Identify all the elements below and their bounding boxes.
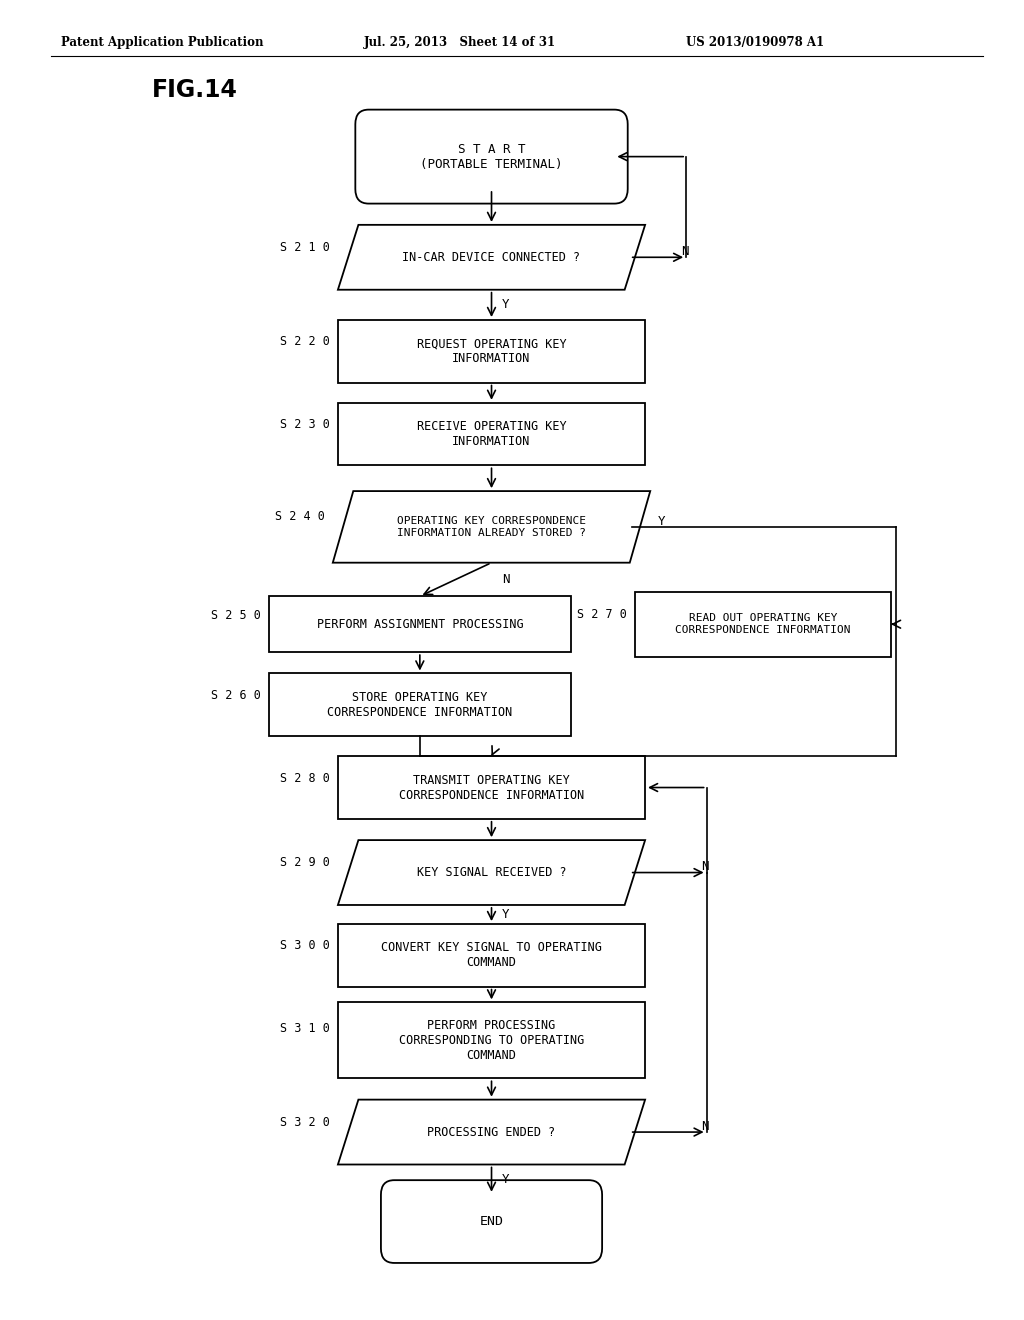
- Text: TRANSMIT OPERATING KEY
CORRESPONDENCE INFORMATION: TRANSMIT OPERATING KEY CORRESPONDENCE IN…: [399, 774, 584, 801]
- Polygon shape: [338, 1100, 645, 1164]
- Text: S 2 1 0: S 2 1 0: [280, 242, 330, 253]
- Text: PERFORM ASSIGNMENT PROCESSING: PERFORM ASSIGNMENT PROCESSING: [316, 618, 523, 631]
- Bar: [338, 319, 645, 383]
- Text: Y: Y: [502, 298, 509, 312]
- Text: END: END: [479, 1214, 504, 1228]
- Text: S 2 3 0: S 2 3 0: [280, 418, 330, 432]
- Text: OPERATING KEY CORRESPONDENCE
INFORMATION ALREADY STORED ?: OPERATING KEY CORRESPONDENCE INFORMATION…: [397, 516, 586, 537]
- Text: IN-CAR DEVICE CONNECTED ?: IN-CAR DEVICE CONNECTED ?: [402, 251, 581, 264]
- Text: N: N: [701, 1119, 709, 1133]
- Bar: [338, 756, 645, 818]
- Text: S 2 8 0: S 2 8 0: [280, 772, 330, 784]
- Text: S 2 5 0: S 2 5 0: [211, 610, 260, 622]
- Bar: [268, 673, 570, 737]
- Text: S 2 7 0: S 2 7 0: [577, 609, 627, 620]
- Text: US 2013/0190978 A1: US 2013/0190978 A1: [686, 36, 824, 49]
- Text: FIG.14: FIG.14: [152, 78, 238, 103]
- Text: PERFORM PROCESSING
CORRESPONDING TO OPERATING
COMMAND: PERFORM PROCESSING CORRESPONDING TO OPER…: [399, 1019, 584, 1061]
- Polygon shape: [333, 491, 650, 562]
- Text: S 3 1 0: S 3 1 0: [280, 1023, 330, 1035]
- Text: Y: Y: [657, 515, 665, 528]
- Text: STORE OPERATING KEY
CORRESPONDENCE INFORMATION: STORE OPERATING KEY CORRESPONDENCE INFOR…: [328, 690, 512, 719]
- Text: S 2 4 0: S 2 4 0: [274, 510, 325, 523]
- Text: S T A R T
(PORTABLE TERMINAL): S T A R T (PORTABLE TERMINAL): [420, 143, 563, 170]
- Text: S 3 0 0: S 3 0 0: [280, 940, 330, 953]
- Polygon shape: [338, 840, 645, 906]
- Text: Patent Application Publication: Patent Application Publication: [61, 36, 264, 49]
- Text: Y: Y: [502, 908, 509, 921]
- Text: Y: Y: [502, 1173, 509, 1187]
- Text: REQUEST OPERATING KEY
INFORMATION: REQUEST OPERATING KEY INFORMATION: [417, 337, 566, 366]
- Text: S 2 6 0: S 2 6 0: [211, 689, 260, 702]
- FancyBboxPatch shape: [381, 1180, 602, 1263]
- Text: S 2 2 0: S 2 2 0: [280, 335, 330, 348]
- Polygon shape: [338, 224, 645, 289]
- Text: S 2 9 0: S 2 9 0: [280, 857, 330, 870]
- Text: S 3 2 0: S 3 2 0: [280, 1115, 330, 1129]
- Text: CONVERT KEY SIGNAL TO OPERATING
COMMAND: CONVERT KEY SIGNAL TO OPERATING COMMAND: [381, 941, 602, 969]
- Bar: [635, 591, 891, 656]
- FancyBboxPatch shape: [355, 110, 628, 203]
- Text: READ OUT OPERATING KEY
CORRESPONDENCE INFORMATION: READ OUT OPERATING KEY CORRESPONDENCE IN…: [675, 614, 851, 635]
- Bar: [338, 403, 645, 466]
- Text: N: N: [681, 246, 688, 259]
- Text: N: N: [701, 861, 709, 874]
- Text: Jul. 25, 2013   Sheet 14 of 31: Jul. 25, 2013 Sheet 14 of 31: [364, 36, 556, 49]
- Bar: [268, 597, 570, 652]
- Text: PROCESSING ENDED ?: PROCESSING ENDED ?: [427, 1126, 556, 1139]
- Text: N: N: [502, 573, 509, 586]
- Text: RECEIVE OPERATING KEY
INFORMATION: RECEIVE OPERATING KEY INFORMATION: [417, 420, 566, 447]
- Bar: [338, 924, 645, 986]
- Text: KEY SIGNAL RECEIVED ?: KEY SIGNAL RECEIVED ?: [417, 866, 566, 879]
- Bar: [338, 1002, 645, 1078]
